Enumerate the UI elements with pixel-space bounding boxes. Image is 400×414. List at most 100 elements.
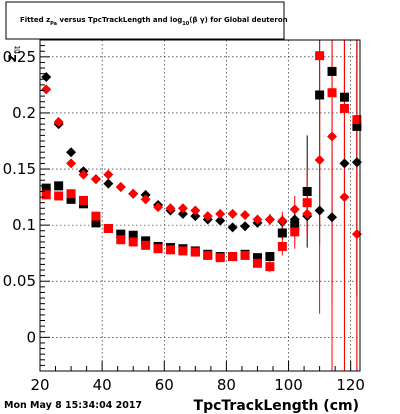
data-point-square [290,227,300,237]
data-point-square [352,115,362,125]
data-point-square [66,194,76,204]
data-point-square [277,228,287,238]
data-point-diamond [202,211,213,222]
y-tick-label: 0.15 [3,160,36,178]
y-tick-label: 0.25 [3,48,36,66]
data-point-diamond [115,181,126,192]
data-point-square [165,245,175,255]
data-markers [41,51,362,272]
data-point-square [252,253,262,263]
data-point-diamond [351,229,362,240]
data-point-square [339,103,349,113]
chart-title: Fitted zPa versus TpcTrackLength and log… [5,1,288,40]
data-point-diamond [215,208,226,219]
data-point-square [327,88,337,98]
data-point-diamond [177,208,188,219]
data-point-diamond [78,169,89,180]
data-point-diamond [314,205,325,216]
data-point-diamond [351,157,362,168]
x-axis-title: TpcTrackLength (cm) [194,398,359,414]
data-point-square [141,240,151,250]
data-point-diamond [103,169,114,180]
data-point-square [265,252,275,262]
data-point-square [128,237,138,247]
data-point-square [277,241,287,251]
data-point-square [54,181,64,191]
data-point-square [315,51,325,61]
y-axis-title: z fit [5,46,22,62]
data-point-diamond [128,188,139,199]
data-point-square [228,252,238,262]
data-point-square [327,66,337,76]
data-point-diamond [215,215,226,226]
y-tick-label: 0.05 [3,272,36,290]
x-tick-label: 120 [336,376,365,394]
y-tick-label: 0.1 [12,216,36,234]
data-point-diamond [339,158,350,169]
grid-lines [40,40,360,371]
data-point-diamond [277,215,288,226]
data-point-diamond [153,202,164,213]
data-point-square [66,189,76,199]
data-point-square [178,246,188,256]
title-text: Fitted zPa versus TpcTrackLength and log… [20,16,288,27]
data-point-square [128,230,138,240]
data-point-diamond [289,204,300,215]
tick-labels: 20 40 60 80 100 120 0 0.05 0.1 0.15 0.2 0.25 [3,48,365,394]
data-point-diamond [264,214,275,225]
data-point-square [41,183,51,193]
data-point-square [78,195,88,205]
data-point-diamond [190,205,201,216]
data-point-diamond [227,222,238,233]
y-tick-label: 0 [26,328,36,346]
data-point-square [91,211,101,221]
data-point-square [302,186,312,196]
data-point-square [240,250,250,260]
datestamp: Mon May 8 15:34:04 2017 [4,400,142,411]
data-point-square [54,191,64,201]
data-point-diamond [165,203,176,214]
data-point-diamond [41,84,52,95]
data-point-square [265,262,275,272]
data-point-square [315,90,325,100]
data-point-diamond [103,178,114,189]
y-axis-title-sub: fit [13,46,22,54]
data-point-square [352,121,362,131]
data-point-square [103,224,113,234]
x-tick-label: 80 [217,376,236,394]
data-point-diamond [140,194,151,205]
x-tick-label: 60 [155,376,174,394]
data-point-square [153,244,163,254]
data-point-diamond [327,212,338,223]
data-point-square [116,235,126,245]
data-point-square [302,198,312,208]
data-point-diamond [66,158,77,169]
data-point-square [203,250,213,260]
data-point-diamond [66,147,77,158]
data-point-square [215,253,225,263]
data-point-diamond [240,210,251,221]
data-point-square [41,190,51,200]
plot-frame [39,39,361,372]
data-point-diamond [252,214,263,225]
x-tick-label: 100 [274,376,303,394]
data-point-square [91,218,101,228]
x-tick-label: 40 [93,376,112,394]
data-point-diamond [90,174,101,185]
axis-ticks [39,45,352,371]
data-point-diamond [53,116,64,127]
y-axis-title-main: z [5,54,20,62]
data-point-diamond [227,208,238,219]
data-point-square [116,229,126,239]
title-box [5,1,285,40]
data-point-square [290,220,300,230]
data-point-diamond [327,131,338,142]
data-point-diamond [302,208,313,219]
x-tick-label: 20 [30,376,49,394]
data-point-square [252,258,262,268]
data-point-square [190,247,200,257]
y-tick-label: 0.2 [12,104,36,122]
data-point-square [339,92,349,102]
data-point-diamond [314,155,325,166]
